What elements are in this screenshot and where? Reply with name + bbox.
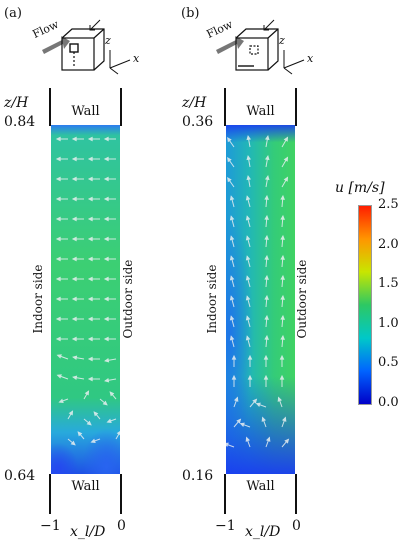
indoor-side-label: Indoor side	[205, 264, 219, 334]
zh-label: z/H	[182, 95, 207, 111]
panel-letter: (b)	[181, 6, 200, 21]
axis-z-label: z	[279, 34, 285, 47]
axis-z-label: z	[105, 34, 111, 47]
x-tick-right: 0	[117, 518, 126, 534]
cube-icon	[235, 28, 279, 71]
axes-icon	[109, 50, 131, 75]
velocity-field	[51, 125, 120, 474]
colorbar-scale	[358, 205, 372, 405]
panel-letter: (a)	[4, 6, 22, 21]
flow-arrow-icon	[42, 36, 70, 54]
axes-icon	[283, 50, 305, 75]
indoor-side-label: Indoor side	[31, 264, 45, 334]
view-arrow-icon	[89, 19, 101, 31]
bottom-value: 0.16	[182, 468, 214, 484]
wall-line-right-top	[120, 88, 122, 126]
wall-label-top: Wall	[71, 104, 100, 119]
velocity-field	[226, 125, 295, 474]
wall-label-top: Wall	[246, 104, 275, 119]
cube-icon	[61, 28, 105, 71]
x-axis-label: x_l/D	[70, 524, 106, 540]
zh-label: z/H	[4, 95, 29, 111]
outdoor-side-label: Outdoor side	[295, 259, 309, 339]
colorbar-tick-label: 2.5	[378, 197, 399, 212]
wall-line-left-top	[224, 88, 226, 126]
colorbar-tick-label: 0.0	[378, 395, 399, 410]
x-tick-left: −1	[40, 518, 61, 534]
wall-line-right-bottom	[120, 474, 122, 514]
wall-line-left-bottom	[224, 474, 226, 514]
flow-arrow-icon	[216, 36, 244, 54]
colorbar-tick-label: 1.0	[378, 315, 399, 331]
vector-arrows	[226, 135, 290, 448]
colorbar-tick-label: 2.0	[378, 236, 399, 252]
colorbar-tick-label: 0.5	[378, 355, 399, 371]
schematic-inset	[216, 19, 305, 75]
vector-arrows	[55, 136, 120, 446]
top-value: 0.36	[182, 114, 214, 130]
axis-x-label: x	[307, 52, 314, 65]
x-tick-left: −1	[215, 518, 236, 534]
x-axis-label: x_l/D	[245, 524, 281, 540]
colorbar-tick-label: 1.5	[378, 276, 399, 292]
wall-line-left-bottom	[49, 474, 51, 514]
view-arrow-icon	[263, 19, 275, 31]
top-value: 0.84	[4, 114, 36, 130]
axis-x-label: x	[133, 52, 140, 65]
bottom-value: 0.64	[4, 468, 36, 484]
x-tick-right: 0	[292, 518, 301, 534]
schematic-inset	[42, 19, 131, 75]
wall-line-left-top	[49, 88, 51, 126]
colorbar-title: u [m/s]	[335, 180, 385, 196]
wall-label-bottom: Wall	[71, 479, 100, 494]
wall-label-bottom: Wall	[246, 479, 275, 494]
wall-line-right-top	[295, 88, 297, 126]
outdoor-side-label: Outdoor side	[121, 259, 135, 339]
wall-line-right-bottom	[295, 474, 297, 514]
